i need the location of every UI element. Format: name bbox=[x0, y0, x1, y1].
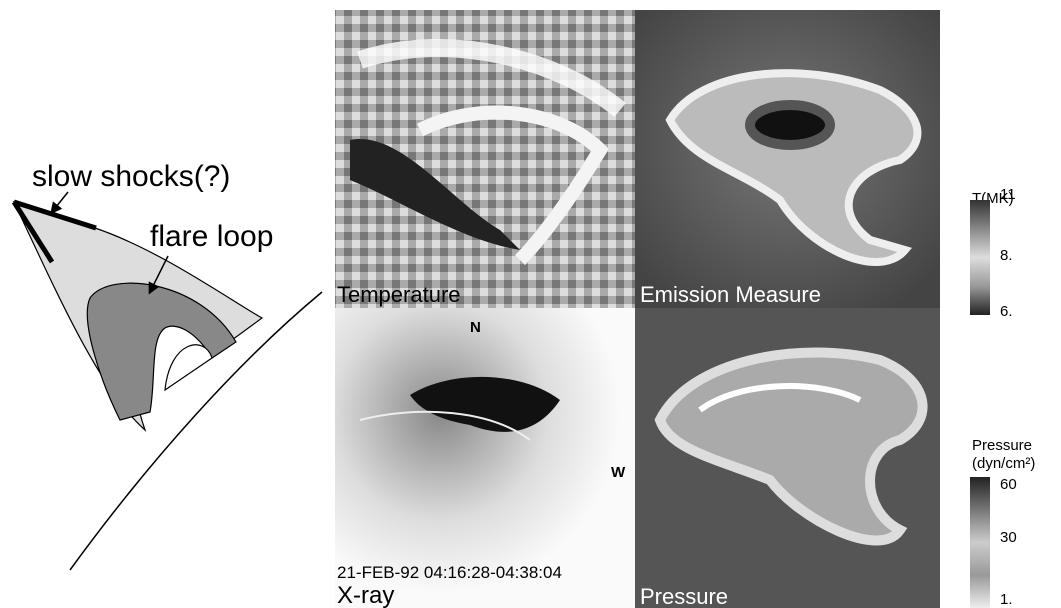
colorbar-tick: 11 bbox=[1000, 186, 1016, 203]
pressure-panel: Pressure bbox=[635, 308, 940, 608]
colorbar-tick: 6. bbox=[1000, 303, 1013, 320]
loop-interior bbox=[165, 345, 212, 390]
panel-label: Temperature bbox=[337, 282, 461, 307]
temperature-colorbar: T(MK) 11 8. 6. bbox=[970, 186, 1016, 320]
arrow bbox=[52, 192, 68, 212]
colorbar-tick: 8. bbox=[1000, 247, 1013, 264]
colorbar bbox=[970, 477, 990, 608]
colorbar-tick: 60 bbox=[1000, 476, 1017, 493]
colorbar-tick: 1. bbox=[1000, 591, 1013, 608]
west-label: W bbox=[611, 464, 626, 481]
colorbar-unit: (dyn/cm²) bbox=[972, 455, 1035, 472]
emission-panel: Emission Measure bbox=[635, 10, 940, 308]
panel-label: X-ray bbox=[337, 582, 394, 608]
loop-label: flare loop bbox=[150, 220, 273, 253]
date-label: 21-FEB-92 04:16:28-04:38:04 bbox=[337, 563, 562, 582]
body: slow shocks(?) flare loop Temperature Em… bbox=[0, 0, 1061, 608]
texture bbox=[750, 105, 830, 145]
colorbar bbox=[970, 200, 990, 315]
figure: slow shocks(?) flare loop Temperature Em… bbox=[0, 0, 1061, 608]
panel-label: Emission Measure bbox=[640, 282, 821, 307]
panel-label: Pressure bbox=[640, 584, 728, 608]
north-label: N bbox=[470, 319, 481, 336]
shock-label: slow shocks(?) bbox=[32, 160, 230, 193]
temperature-panel: Temperature bbox=[335, 10, 635, 308]
schematic: slow shocks(?) flare loop bbox=[14, 160, 322, 570]
pressure-colorbar: Pressure (dyn/cm²) 60 30 1. bbox=[970, 437, 1035, 608]
page: Flare loop figure {"schematic": {"shock_… bbox=[0, 0, 1061, 608]
colorbar-tick: 30 bbox=[1000, 529, 1017, 546]
xray-panel: N W 21-FEB-92 04:16:28-04:38:04 X-ray bbox=[335, 308, 635, 608]
colorbar-title: Pressure bbox=[972, 437, 1032, 454]
